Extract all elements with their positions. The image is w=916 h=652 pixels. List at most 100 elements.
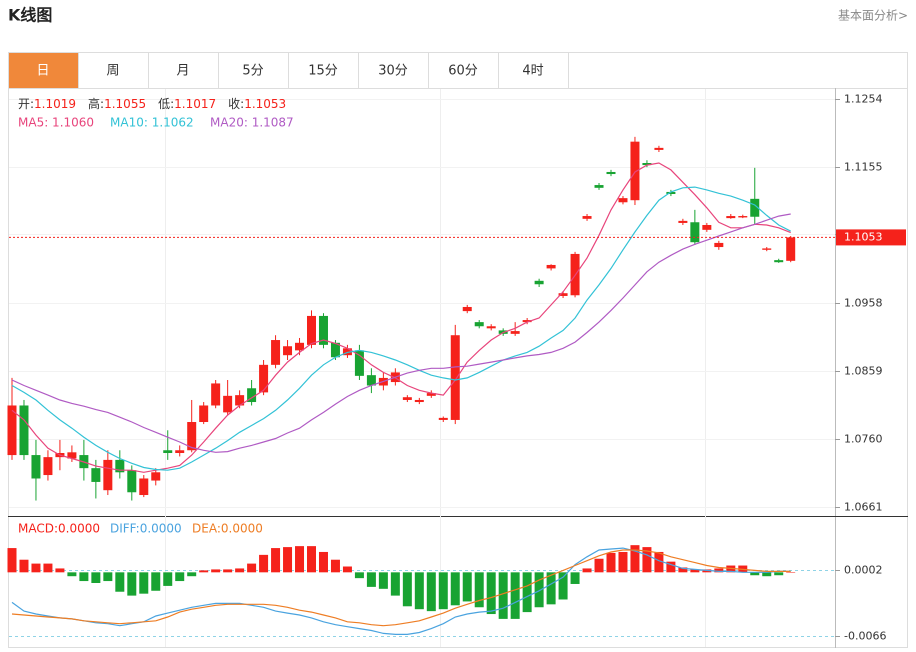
ohlc-label: 开:: [18, 97, 34, 111]
macd-bar: [414, 572, 424, 610]
macd-bar: [774, 572, 784, 576]
y-tick-label: 1.0958: [844, 297, 883, 310]
candle-body: [762, 248, 772, 250]
macd-bar: [462, 572, 472, 602]
macd-bar: [7, 548, 17, 573]
candle-body: [522, 320, 532, 323]
candle-body: [750, 198, 760, 217]
tab-label[interactable]: 15分: [308, 64, 338, 79]
last-price-label: 1.1053: [844, 230, 883, 243]
widget-title: K线图: [8, 6, 52, 25]
candle-body: [199, 405, 209, 423]
tab-label[interactable]: 5分: [242, 64, 263, 79]
macd-bar: [654, 551, 664, 573]
candle-body: [67, 452, 77, 459]
macd-bar: [31, 563, 41, 573]
tab-label[interactable]: 日: [36, 64, 49, 79]
y-tick-label: 1.0859: [844, 365, 883, 378]
macd-bar: [91, 572, 101, 583]
price-panel: 1.12541.11551.10581.09581.08591.07601.06…: [7, 93, 906, 514]
series-line: [11, 549, 791, 627]
tab[interactable]: [8, 52, 79, 89]
tab[interactable]: [288, 52, 359, 89]
macd-bar: [630, 545, 640, 573]
candle-body: [103, 459, 113, 491]
macd-bar: [498, 572, 508, 619]
macd-bar: [259, 554, 269, 573]
macd-bar: [546, 572, 556, 605]
legend-entry: MA10: 1.1062: [110, 116, 194, 130]
candle-body: [330, 342, 340, 358]
macd-bar: [366, 572, 376, 587]
tab-label[interactable]: 60分: [448, 64, 478, 79]
macd-bar: [606, 552, 616, 573]
macd-bar: [390, 572, 400, 596]
macd-bar: [199, 570, 209, 573]
macd-bar: [211, 569, 221, 573]
candle-body: [486, 326, 496, 329]
series-line: [11, 162, 791, 473]
macd-bar: [558, 572, 568, 600]
tab-label[interactable]: 4时: [522, 64, 543, 79]
macd-bar: [295, 546, 305, 573]
tab[interactable]: [78, 52, 149, 89]
tab-label[interactable]: 30分: [378, 64, 408, 79]
candle-body: [187, 422, 197, 451]
candle-body: [43, 457, 53, 476]
candle-body: [342, 348, 352, 356]
macd-bar: [402, 572, 412, 607]
macd-bar: [163, 572, 173, 586]
y-tick-label: 1.0661: [844, 501, 883, 514]
tab-label[interactable]: 月: [176, 64, 189, 79]
candle-body: [366, 375, 376, 386]
ohlc-value: 1.1017: [174, 97, 216, 111]
ohlc-label: 收:: [228, 97, 244, 111]
macd-bar: [330, 559, 340, 573]
candle-body: [414, 399, 424, 403]
candle-body: [546, 264, 556, 269]
macd-bar: [19, 559, 29, 573]
candle-body: [606, 171, 616, 175]
macd-bar: [534, 572, 544, 608]
macd-bar: [474, 572, 484, 608]
candle-body: [259, 364, 269, 393]
candle-body: [738, 216, 748, 218]
candle-body: [402, 397, 412, 400]
candle-body: [678, 220, 688, 223]
candle-body: [7, 405, 17, 456]
series-line: [11, 213, 791, 453]
y-tick-label: 1.1155: [844, 161, 883, 174]
tab-label[interactable]: 周: [106, 64, 119, 79]
candle-body: [139, 478, 149, 496]
candle-body: [175, 450, 185, 454]
macd-bar: [223, 569, 233, 573]
macd-bar: [378, 572, 388, 589]
macd-bar: [151, 572, 161, 591]
macd-bar: [750, 572, 760, 576]
candle-body: [438, 417, 448, 420]
candle-body: [235, 395, 245, 406]
last-price-box: [836, 229, 906, 246]
candle-body: [211, 383, 221, 406]
macd-bar: [522, 572, 532, 613]
candle-body: [510, 331, 520, 334]
candle-body: [354, 350, 364, 376]
legend-entry: MA5: 1.1060: [18, 116, 94, 130]
macd-bar: [55, 568, 65, 573]
ohlc-label: 低:: [158, 97, 174, 111]
series-line: [11, 186, 791, 471]
analysis-link[interactable]: 基本面分析>: [838, 9, 908, 23]
macd-bar: [426, 572, 436, 612]
candle-body: [151, 472, 161, 481]
macd-bar: [307, 546, 316, 573]
macd-bar: [283, 547, 293, 573]
ohlc-value: 1.1053: [244, 97, 286, 111]
tab[interactable]: [428, 52, 499, 89]
y-tick-label: 1.1254: [844, 93, 883, 106]
candle-body: [91, 468, 101, 482]
macd-bar: [235, 568, 245, 573]
y-tick-label: 1.0760: [844, 433, 883, 446]
macd-bar: [127, 572, 137, 596]
ohlc-label: 高:: [88, 96, 104, 111]
